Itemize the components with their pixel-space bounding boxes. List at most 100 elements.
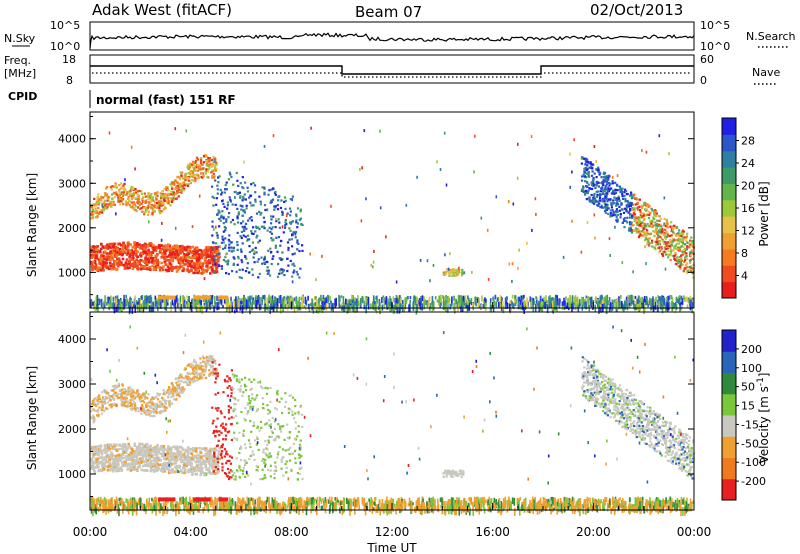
echo-cell [536, 302, 539, 307]
echo-cell [108, 252, 111, 255]
echo-cell [179, 248, 183, 251]
echo-cell [133, 260, 136, 263]
echo-cell [190, 259, 194, 263]
echo-cell [151, 303, 153, 312]
echo-cell [511, 301, 514, 308]
echo-cell [129, 257, 132, 261]
echo-cell [210, 159, 214, 162]
echo-cell [649, 221, 652, 224]
echo-cell [258, 239, 261, 242]
echo-cell [176, 176, 179, 179]
echo-cell [633, 220, 636, 223]
echo-cell [91, 211, 94, 214]
echo-cell [211, 185, 214, 188]
echo-cell [614, 213, 617, 217]
echo-cell [468, 302, 471, 311]
echo-cell [106, 302, 108, 306]
echo-cell [97, 203, 100, 206]
echo-cell [677, 264, 680, 268]
echo-cell [191, 171, 194, 174]
echo-cell [175, 455, 179, 458]
echo-cell [143, 266, 147, 269]
echo-cell [591, 170, 594, 173]
echo-cell [196, 169, 200, 172]
echo-cell [638, 224, 642, 227]
echo-cell [99, 250, 102, 254]
echo-cell [245, 257, 248, 260]
echo-cell [574, 295, 577, 301]
echo-cell [609, 215, 612, 218]
echo-cell [97, 207, 100, 210]
echo-cell [105, 246, 109, 250]
echo-cell [514, 295, 517, 299]
echo-cell [276, 250, 279, 253]
echo-cell [660, 252, 664, 256]
echo-cell [274, 226, 277, 229]
echo-cell [228, 302, 230, 311]
echo-cell [447, 295, 450, 304]
echo-cell [298, 276, 301, 279]
echo-cell [625, 190, 628, 193]
echo-cell [211, 195, 214, 198]
echo-cell [136, 250, 139, 254]
echo-cell [517, 266, 519, 270]
echo-cell [681, 298, 684, 305]
echo-cell [110, 242, 114, 246]
echo-cell [115, 186, 118, 189]
echo-cell [601, 295, 603, 300]
echo-cell [115, 212, 117, 216]
echo-cell [167, 197, 170, 200]
echo-cell [580, 296, 583, 306]
echo-cell [150, 243, 154, 246]
echo-cell [101, 266, 104, 270]
echo-cell [165, 295, 176, 300]
echo-cell [588, 300, 591, 307]
echo-cell [127, 262, 130, 266]
echo-cell [657, 232, 660, 235]
echo-cell [516, 176, 519, 180]
echo-cell [241, 298, 243, 305]
echo-cell [99, 450, 103, 454]
echo-cell [163, 297, 165, 303]
echo-cell [95, 296, 98, 305]
echo-cell [163, 187, 166, 190]
echo-cell [680, 261, 682, 265]
echo-cell [254, 191, 257, 194]
echo-cell [140, 190, 143, 193]
echo-cell [139, 253, 142, 256]
echo-cell [186, 165, 189, 168]
echo-cell [683, 243, 687, 246]
echo-cell [647, 204, 651, 207]
echo-cell [640, 216, 644, 219]
echo-cell [133, 241, 137, 244]
echo-cell [150, 296, 153, 305]
echo-cell [128, 266, 131, 269]
echo-cell [111, 185, 114, 188]
echo-cell [611, 180, 614, 183]
echo-cell [260, 225, 263, 228]
echo-cell [164, 206, 167, 210]
echo-cell [351, 300, 354, 307]
echo-cell [607, 178, 610, 181]
echo-cell [671, 238, 674, 241]
echo-cell [282, 305, 285, 312]
echo-cell [593, 192, 596, 196]
echo-cell [90, 302, 92, 306]
nsky-tick-top: 10^5 [50, 19, 80, 32]
echo-cell [642, 214, 645, 217]
echo-cell [134, 450, 138, 453]
echo-cell [204, 170, 207, 173]
echo-cell [690, 251, 693, 254]
echo-cell [167, 302, 169, 306]
echo-cell [104, 300, 106, 305]
echo-cell [387, 298, 389, 307]
echo-cell [161, 210, 164, 213]
echo-cell [617, 197, 621, 200]
echo-cell [460, 274, 464, 277]
echo-cell [224, 183, 227, 187]
echo-cell [666, 247, 669, 250]
echo-cell [136, 245, 140, 248]
echo-cell [645, 262, 647, 266]
echo-cell [218, 295, 229, 300]
echo-cell [547, 302, 550, 307]
